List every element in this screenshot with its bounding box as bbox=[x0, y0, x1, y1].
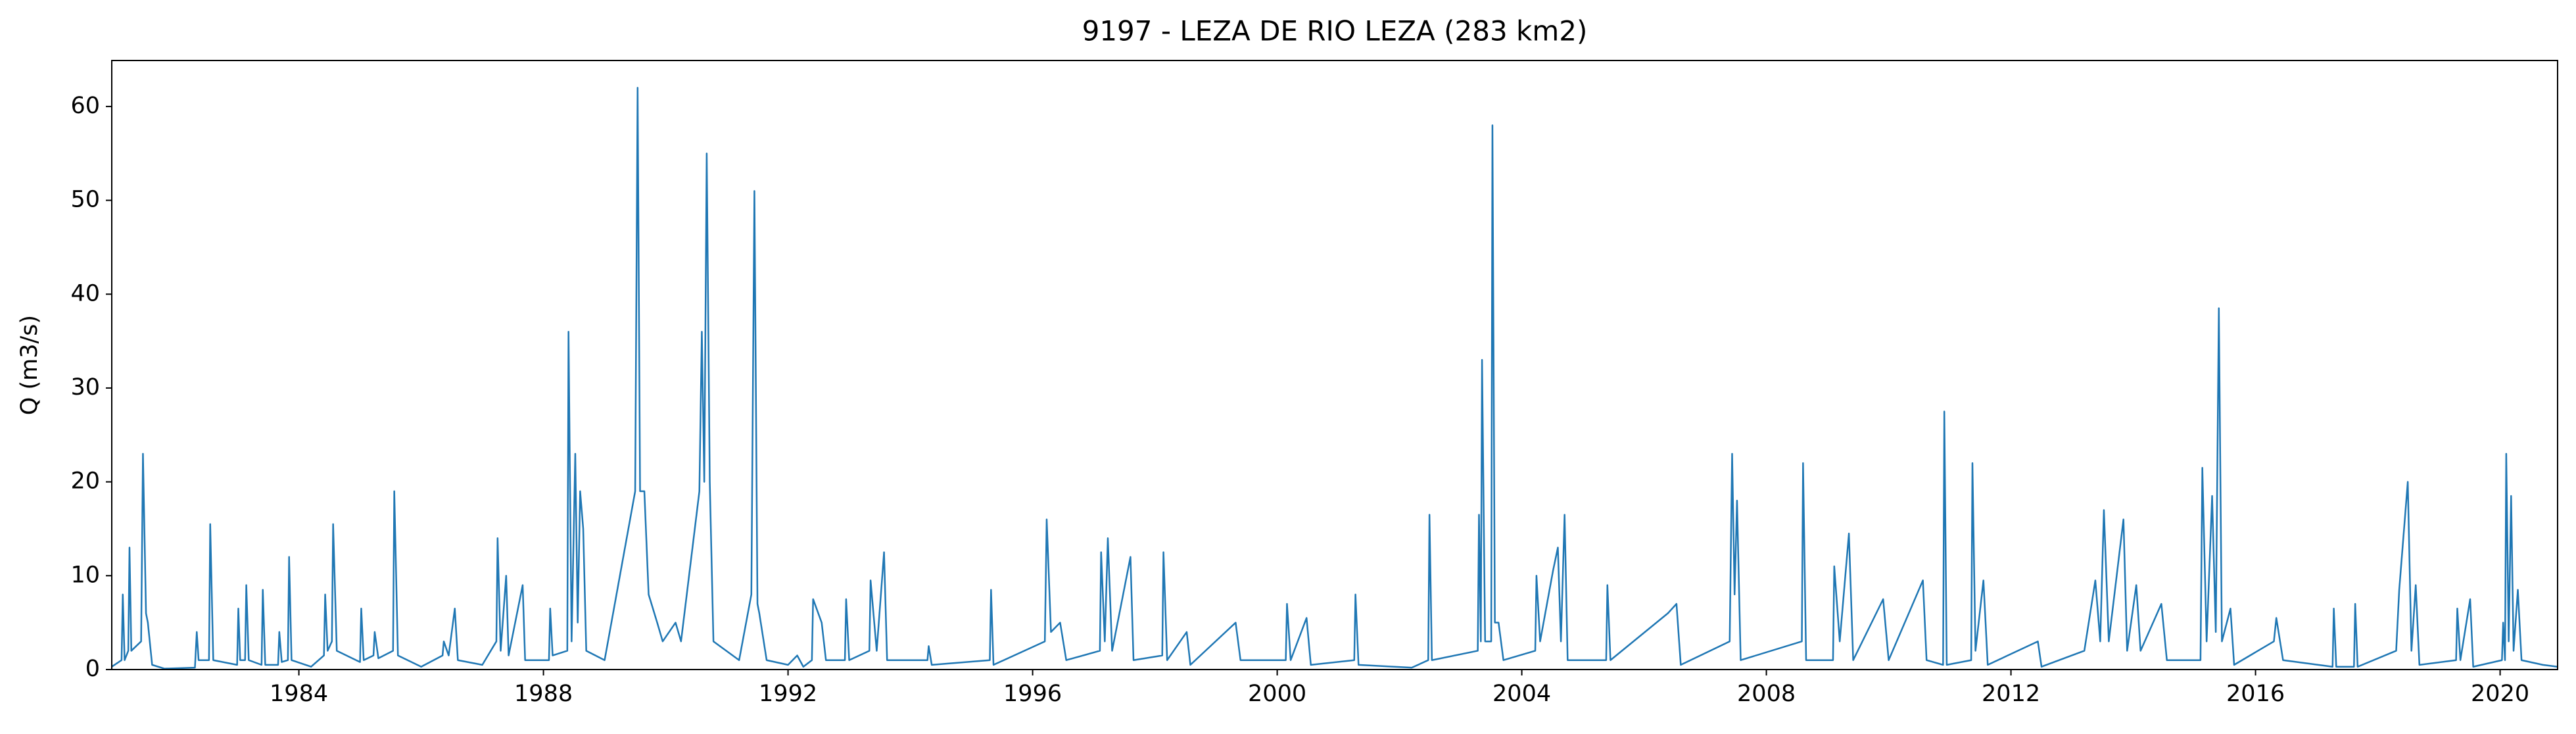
flow-line bbox=[111, 87, 2558, 670]
x-tick-label: 2012 bbox=[1982, 681, 2040, 707]
x-tick-label: 2004 bbox=[1492, 681, 1551, 707]
y-tick-label: 20 bbox=[70, 468, 100, 495]
chart-title: 9197 - LEZA DE RIO LEZA (283 km2) bbox=[1082, 15, 1588, 47]
y-tick-label: 0 bbox=[85, 656, 100, 682]
y-tick-label: 50 bbox=[70, 187, 100, 213]
x-tick-label: 1992 bbox=[759, 681, 817, 707]
y-tick-label: 30 bbox=[70, 374, 100, 401]
x-tick-label: 2008 bbox=[1737, 681, 1796, 707]
x-tick-label: 1996 bbox=[1003, 681, 1062, 707]
y-axis-label: Q (m3/s) bbox=[16, 315, 43, 415]
x-tick-label: 2000 bbox=[1248, 681, 1306, 707]
y-tick-label: 60 bbox=[70, 93, 100, 119]
y-tick-label: 40 bbox=[70, 280, 100, 306]
x-tick-label: 2016 bbox=[2226, 681, 2285, 707]
plot-frame bbox=[111, 60, 2558, 670]
x-tick-label: 1988 bbox=[514, 681, 573, 707]
x-tick-label: 1984 bbox=[270, 681, 328, 707]
y-tick-label: 10 bbox=[70, 562, 100, 588]
x-tick-label: 2020 bbox=[2471, 681, 2529, 707]
